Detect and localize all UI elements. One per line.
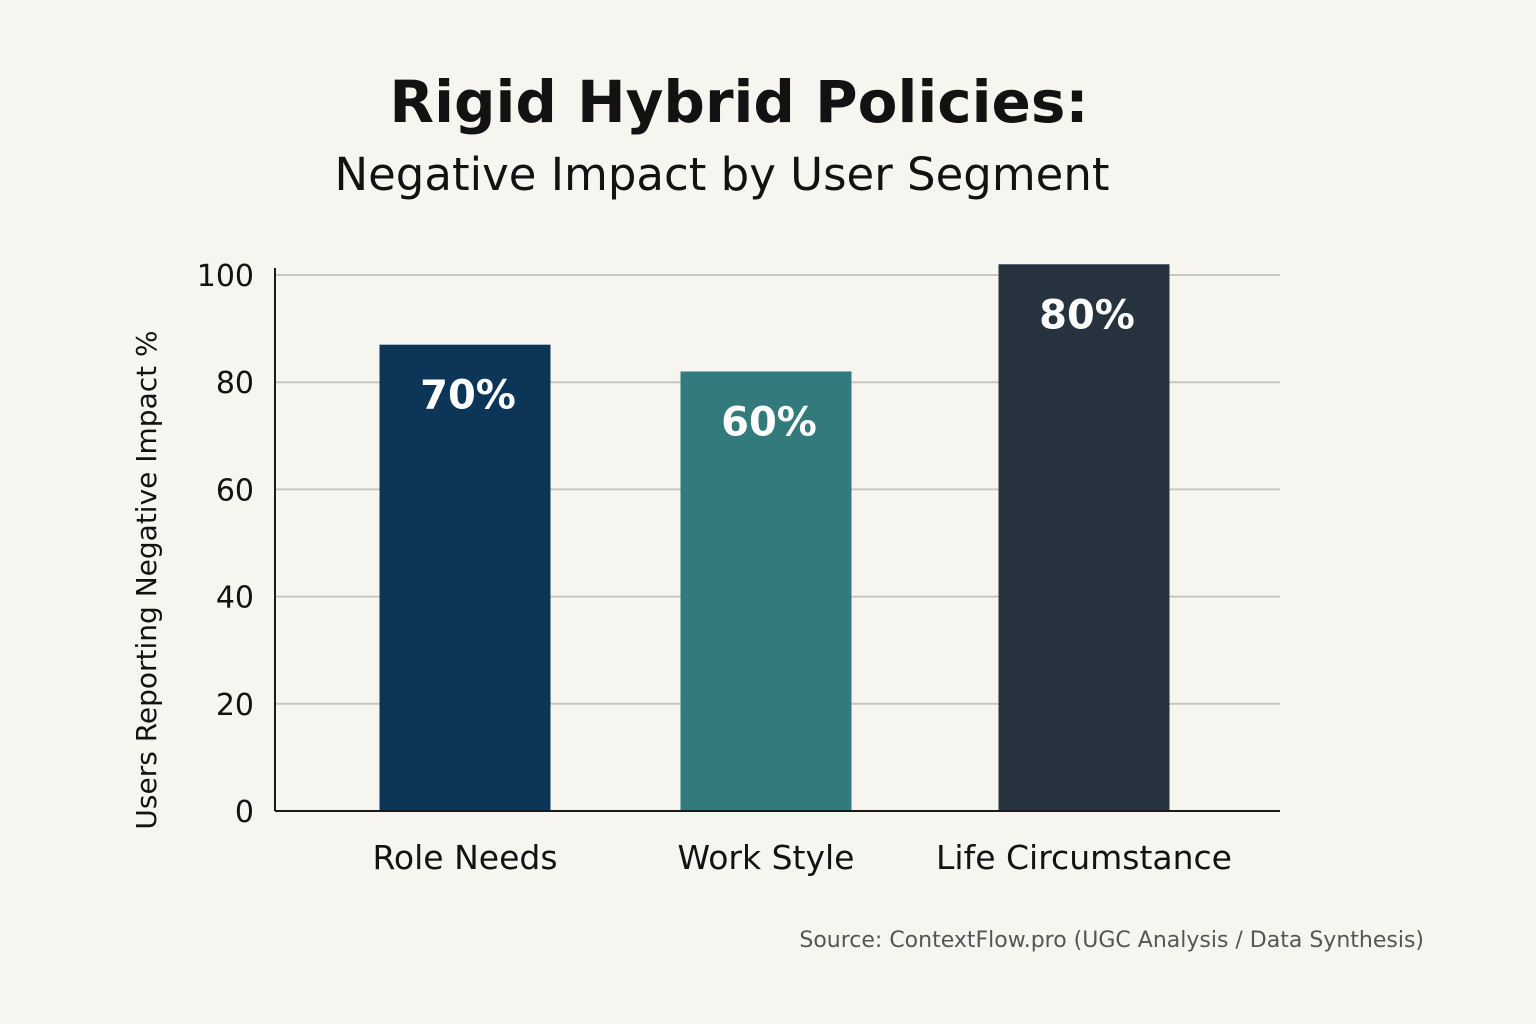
bar-work-style bbox=[680, 371, 852, 811]
chart-title: Rigid Hybrid Policies: bbox=[389, 68, 1089, 136]
y-axis-label: Users Reporting Negative Impact % bbox=[130, 330, 163, 829]
bar-life-circumstance bbox=[998, 264, 1170, 811]
y-tick-label: 20 bbox=[216, 688, 254, 723]
y-tick-label: 100 bbox=[197, 259, 254, 294]
data-label: 60% bbox=[721, 399, 817, 445]
x-tick-label: Work Style bbox=[678, 838, 855, 877]
source-note: Source: ContextFlow.pro (UGC Analysis / … bbox=[799, 928, 1424, 953]
y-tick-label: 40 bbox=[216, 581, 254, 616]
data-label: 80% bbox=[1039, 292, 1135, 338]
x-tick-label: Life Circumstance bbox=[936, 838, 1232, 877]
bar-role-needs bbox=[379, 344, 551, 811]
data-label: 70% bbox=[420, 373, 516, 419]
y-tick-label: 60 bbox=[216, 473, 254, 508]
y-tick-label: 0 bbox=[235, 795, 254, 830]
y-tick-label: 80 bbox=[216, 366, 254, 401]
x-tick-label: Role Needs bbox=[372, 838, 557, 877]
chart-subtitle: Negative Impact by User Segment bbox=[334, 148, 1110, 201]
